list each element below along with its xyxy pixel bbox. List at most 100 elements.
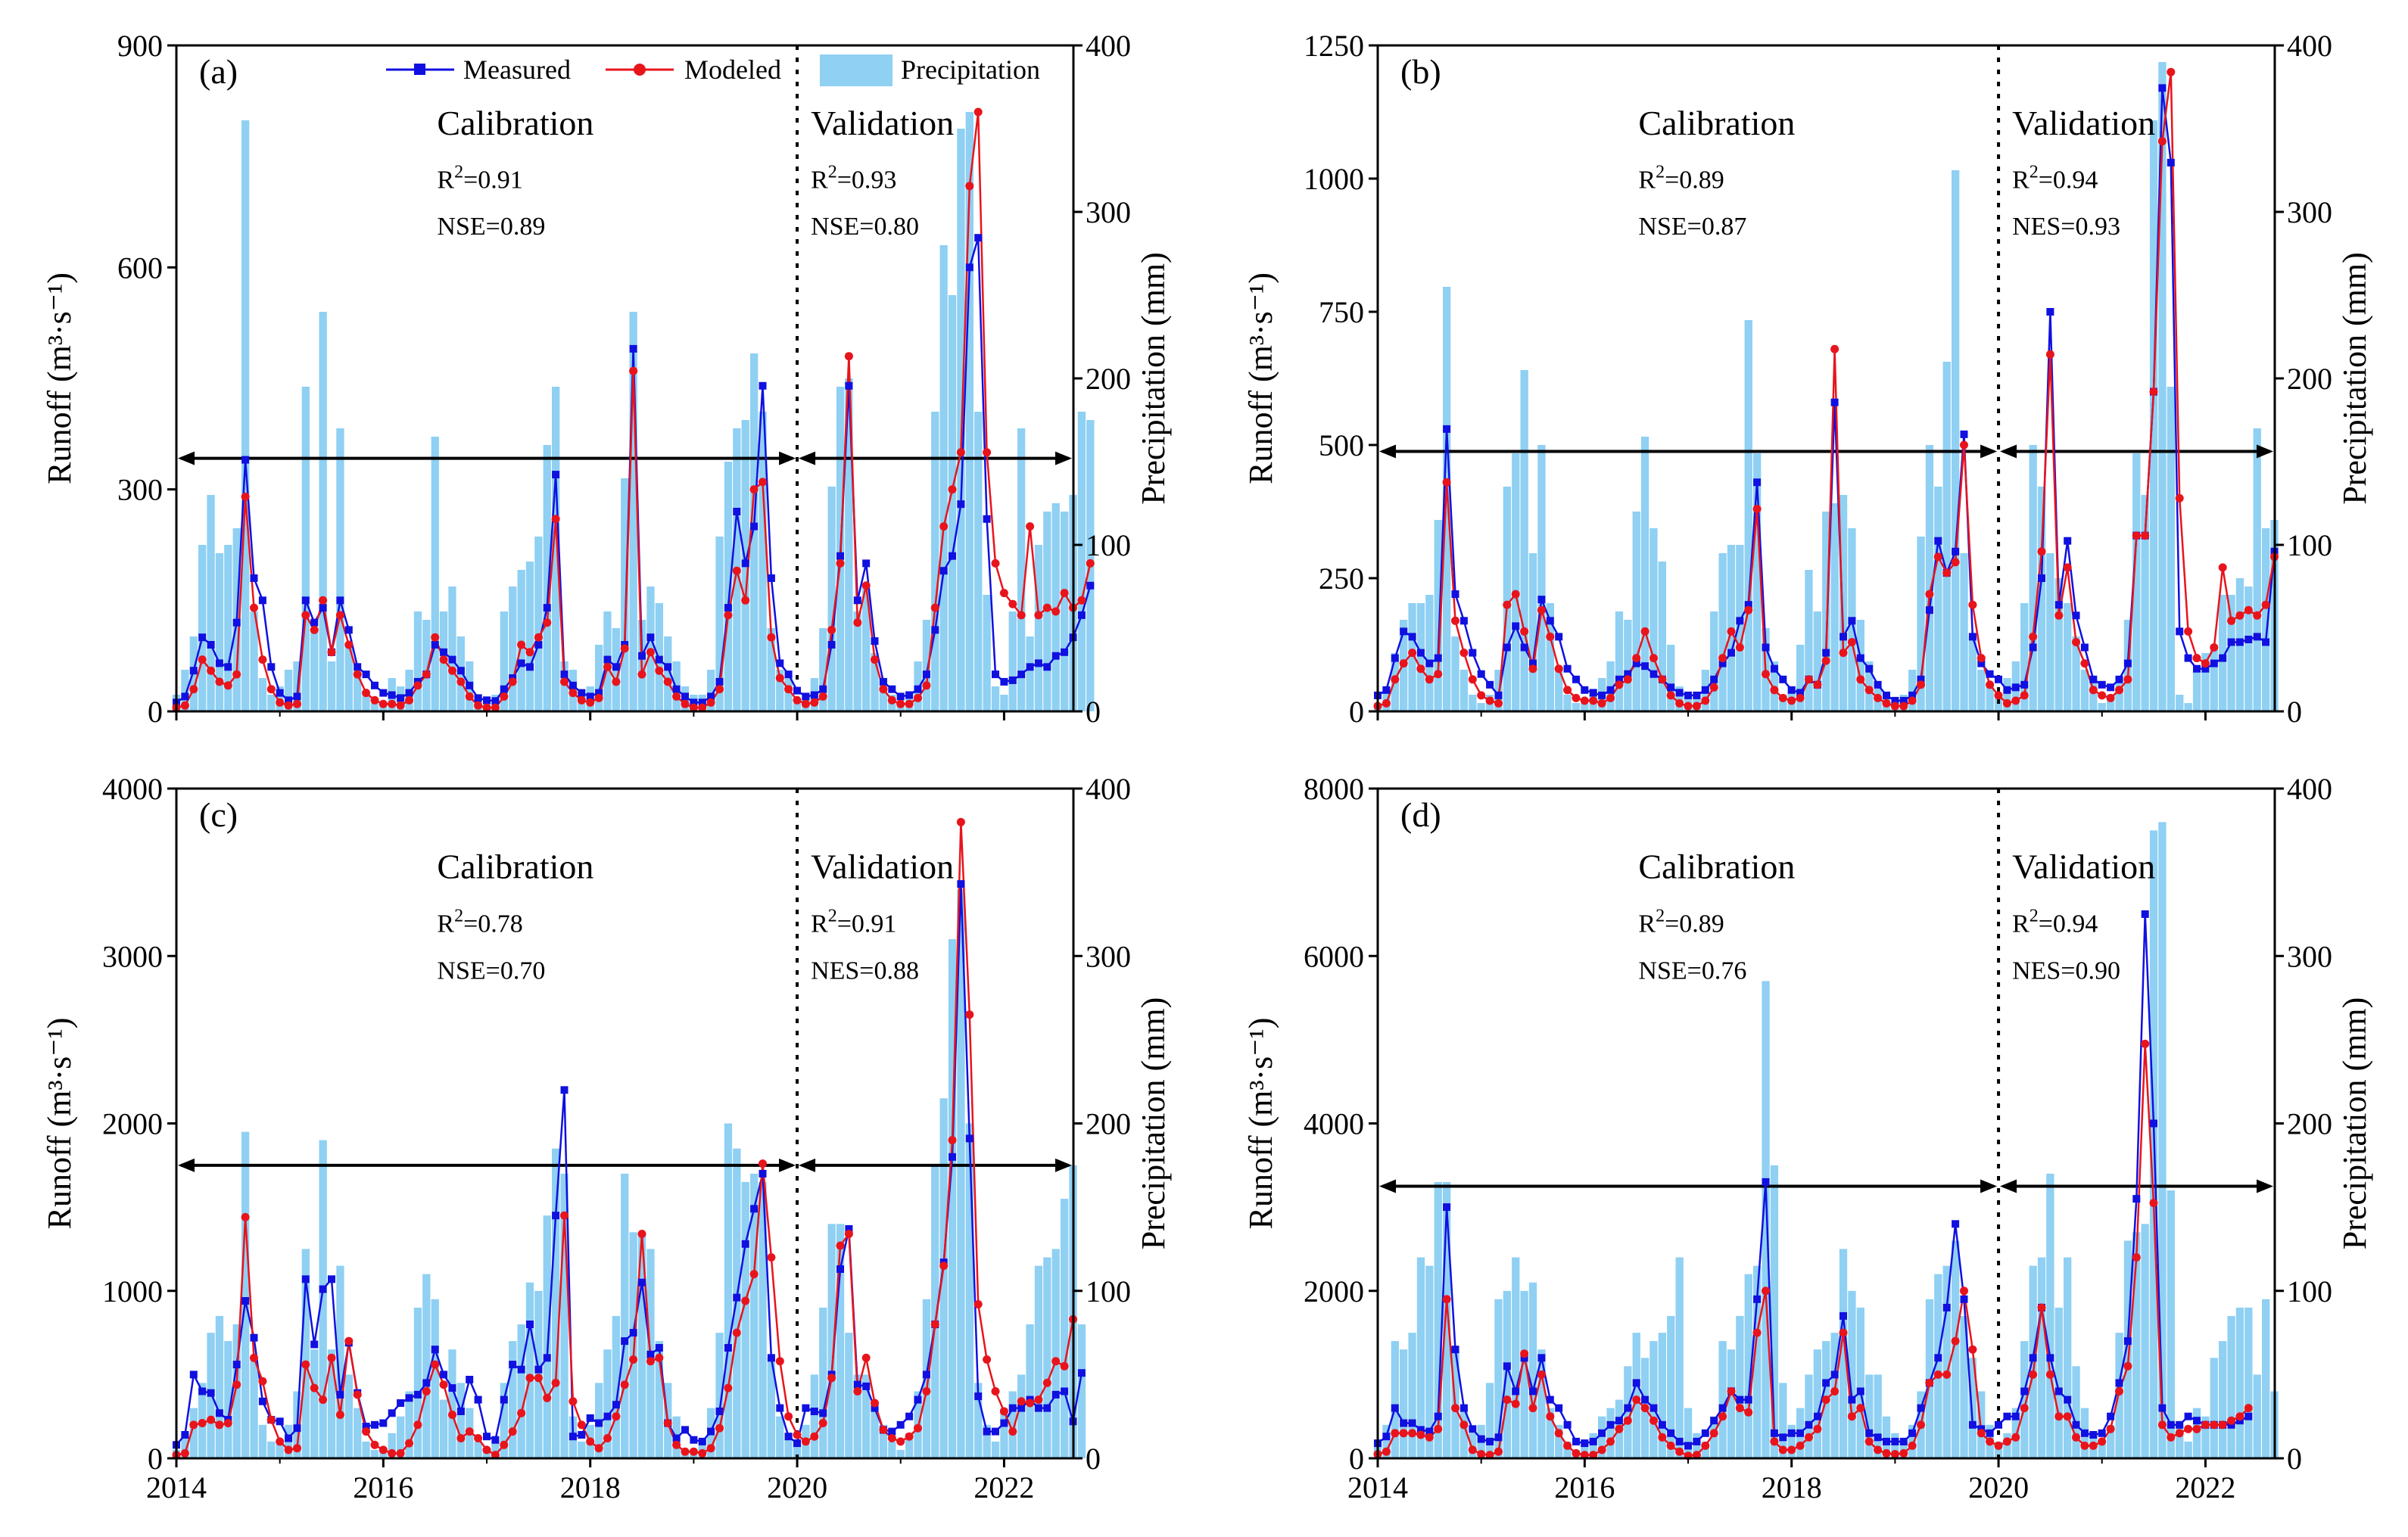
measured-point-b	[1830, 398, 1839, 406]
modeled-point-a	[999, 589, 1008, 598]
precip-bar-d	[2115, 1333, 2123, 1458]
y-tick-label-right-b: 200	[2287, 362, 2332, 396]
precip-bar-d	[2003, 1433, 2011, 1458]
precip-bar-d	[1865, 1374, 1874, 1458]
modeled-point-c	[939, 1262, 949, 1271]
measured-point-d	[1632, 1379, 1640, 1387]
precip-bar-b	[1555, 670, 1563, 711]
measured-point-b	[1960, 430, 1968, 438]
measured-point-c	[871, 1404, 879, 1412]
y-tick-label-left-c: 0	[148, 1442, 163, 1476]
measured-point-c	[1077, 1369, 1086, 1377]
precip-bar-d	[1710, 1416, 1718, 1458]
precip-bar-b	[1469, 695, 1477, 711]
precip-bar-a	[500, 611, 508, 711]
precip-bar-b	[2046, 553, 2054, 711]
calibration-r2-a: R2=0.91	[437, 162, 522, 194]
x-tick-label-c: 2020	[767, 1470, 827, 1504]
modeled-point-d	[2089, 1441, 2098, 1450]
modeled-point-b	[2106, 693, 2115, 702]
measured-point-a	[896, 692, 905, 701]
precip-bar-b	[1632, 512, 1640, 711]
measured-point-b	[1883, 691, 1890, 699]
measured-point-a	[310, 618, 319, 627]
precip-bar-b	[2037, 487, 2046, 711]
measured-point-d	[1753, 1295, 1762, 1303]
modeled-point-c	[965, 1010, 974, 1019]
measured-point-c	[181, 1431, 189, 1439]
precip-bar-c	[776, 1416, 784, 1458]
precip-bar-d	[1848, 1290, 1856, 1459]
modeled-point-b	[1821, 656, 1830, 665]
precip-bar-d	[1805, 1374, 1813, 1458]
precip-bar-c	[482, 1449, 491, 1458]
modeled-point-b	[1796, 693, 1805, 702]
measured-point-a	[285, 696, 293, 705]
measured-point-b	[1581, 686, 1589, 694]
measured-point-b	[1693, 691, 1701, 699]
measured-point-b	[1649, 670, 1658, 678]
precip-bar-d	[2167, 1190, 2175, 1458]
precip-bar-a	[922, 620, 931, 711]
precip-bar-a	[1077, 412, 1086, 711]
measured-point-c	[595, 1419, 603, 1427]
precip-bar-d	[1856, 1307, 1864, 1458]
precip-bar-a	[629, 312, 637, 711]
measured-point-b	[1391, 654, 1399, 662]
measured-point-a	[276, 689, 284, 697]
y-tick-label-left-c: 4000	[102, 772, 163, 806]
measured-point-d	[2011, 1412, 2020, 1420]
precip-bar-a	[370, 703, 379, 711]
calibration-arrow-c-head-left	[178, 1158, 195, 1172]
legend-precip-label: Precipitation	[901, 54, 1040, 85]
measured-point-b	[1701, 686, 1709, 694]
precip-bar-c	[991, 1441, 1000, 1458]
modeled-point-c	[663, 1419, 672, 1427]
measured-point-b	[1899, 696, 1908, 705]
modeled-point-b	[1933, 552, 1942, 562]
measured-point-a	[741, 559, 749, 568]
modeled-point-c	[198, 1419, 207, 1427]
modeled-point-b	[1554, 664, 1563, 674]
modeled-point-b	[1451, 616, 1459, 625]
precip-bar-b	[1986, 686, 1994, 711]
precip-bar-b	[1425, 595, 1434, 711]
modeled-point-d	[2080, 1441, 2089, 1450]
measured-point-a	[836, 552, 844, 560]
modeled-point-d	[2106, 1424, 2115, 1433]
calibration-label-d: Calibration	[1638, 848, 1795, 886]
modeled-point-c	[853, 1387, 862, 1395]
measured-point-d	[1805, 1420, 1813, 1429]
modeled-point-c	[353, 1390, 362, 1399]
modeled-point-a	[724, 611, 733, 620]
modeled-point-c	[491, 1451, 500, 1460]
measured-point-a	[767, 574, 775, 582]
modeled-point-c	[681, 1447, 690, 1456]
annotations-c	[178, 789, 1072, 1458]
modeled-point-b	[2218, 563, 2227, 572]
modeled-point-c	[991, 1387, 1000, 1395]
modeled-point-a	[689, 703, 698, 712]
y-axis-title-right-d: Precipitation (mm)	[2336, 997, 2373, 1250]
y-tick-label-left-d: 6000	[1304, 939, 1364, 973]
precip-bar-b	[2132, 453, 2141, 711]
modeled-point-a	[180, 701, 189, 710]
modeled-point-a	[1060, 589, 1069, 598]
precip-bar-c	[965, 1123, 973, 1458]
modeled-point-b	[1951, 558, 1960, 567]
modeled-point-c	[948, 1136, 957, 1145]
modeled-point-b	[1960, 440, 1968, 450]
modeled-point-b	[2063, 563, 2072, 572]
precip-bar-c	[413, 1307, 422, 1458]
measured-point-d	[1891, 1437, 1899, 1445]
measured-point-a	[552, 471, 560, 479]
precip-bar-d	[1624, 1366, 1632, 1458]
precip-bar-c	[1061, 1199, 1069, 1458]
measured-point-d	[2158, 1404, 2167, 1412]
precip-bar-b	[2227, 595, 2235, 711]
precip-bar-a	[793, 703, 802, 711]
modeled-point-b	[1994, 691, 2003, 700]
modeled-point-a	[534, 633, 543, 642]
modeled-point-a	[405, 695, 413, 705]
precip-bar-c	[1026, 1324, 1034, 1458]
